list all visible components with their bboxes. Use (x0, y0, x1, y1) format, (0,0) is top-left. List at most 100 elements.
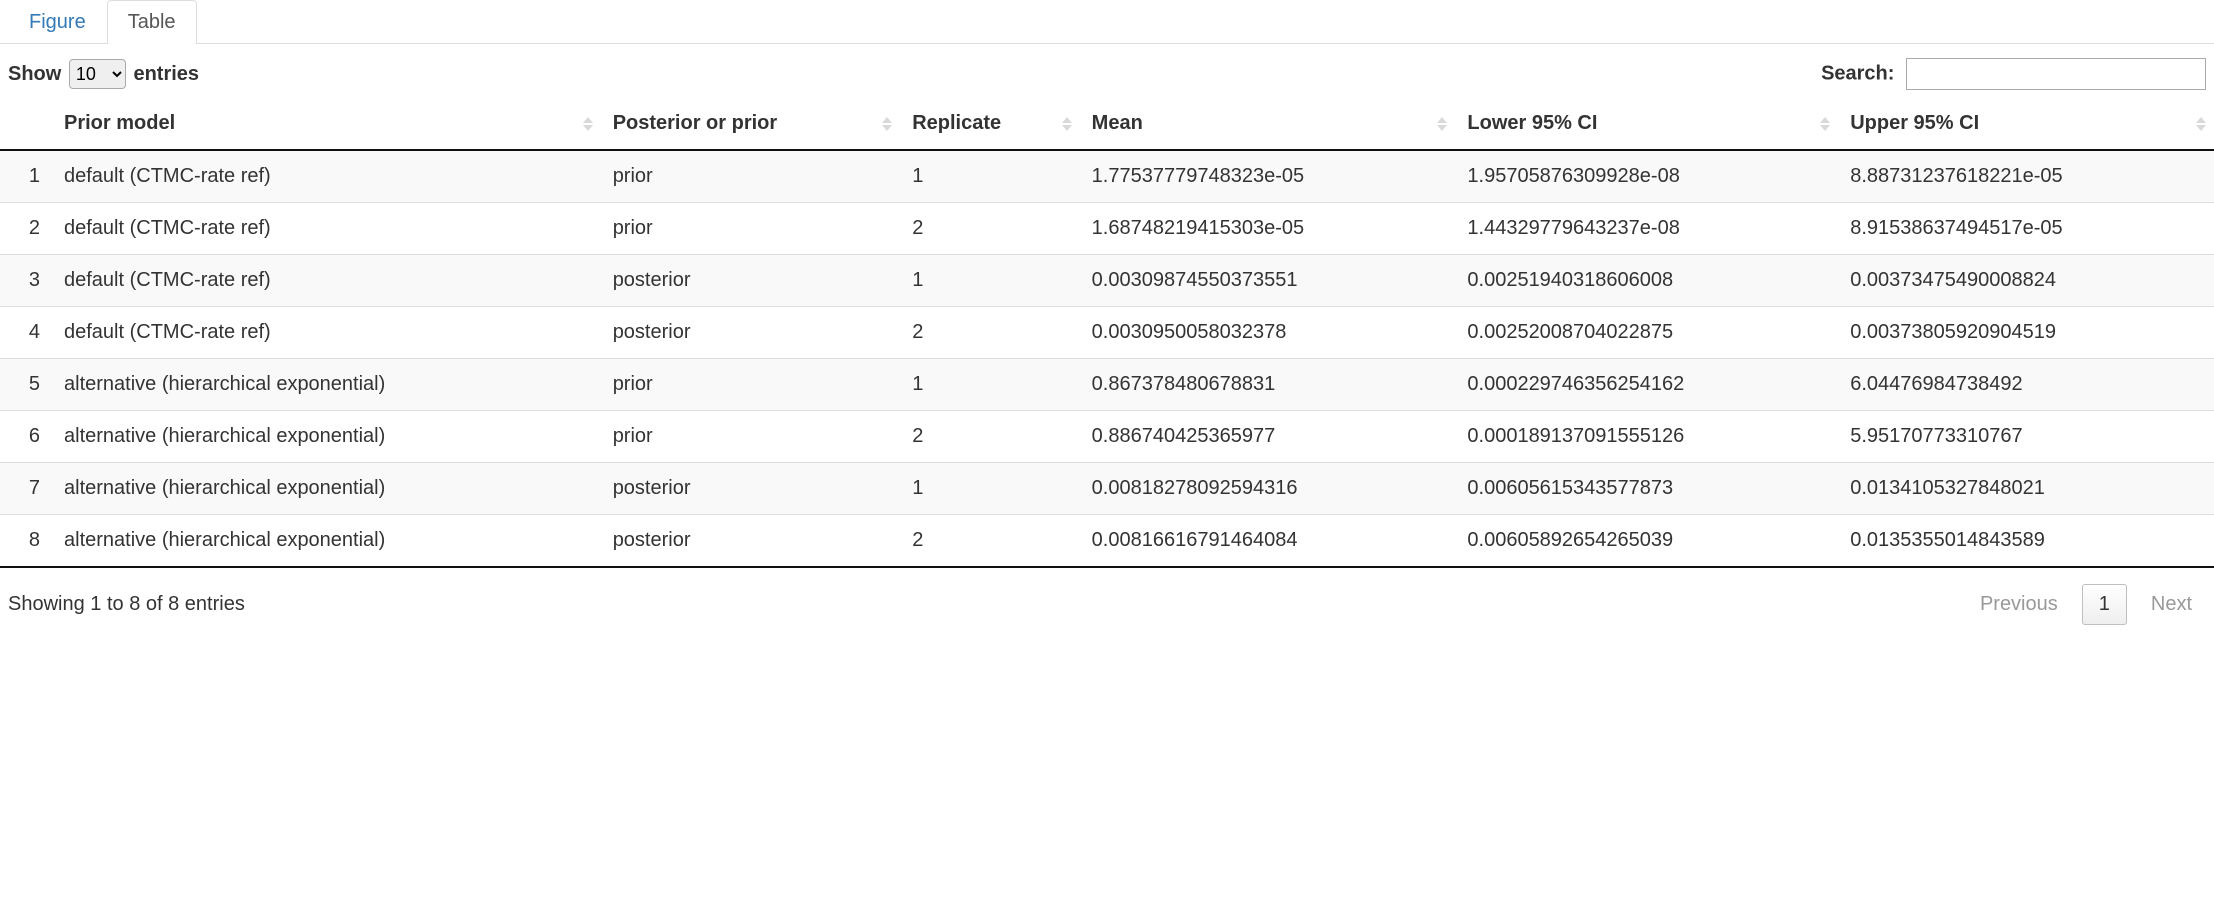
cell-prior_model: alternative (hierarchical exponential) (52, 359, 601, 411)
column-label: Replicate (912, 112, 1001, 134)
cell-posterior_or_prior: prior (601, 359, 901, 411)
cell-lower_ci: 0.00252008704022875 (1455, 307, 1838, 359)
cell-posterior_or_prior: posterior (601, 307, 901, 359)
row-index: 5 (0, 359, 52, 411)
sort-icon (583, 117, 593, 131)
length-label-suffix: entries (133, 63, 199, 85)
cell-replicate: 1 (900, 359, 1079, 411)
tab-table[interactable]: Table (107, 0, 197, 44)
column-label: Mean (1092, 112, 1143, 134)
cell-lower_ci: 1.44329779643237e-08 (1455, 203, 1838, 255)
cell-prior_model: default (CTMC-rate ref) (52, 307, 601, 359)
cell-replicate: 2 (900, 515, 1079, 568)
previous-button[interactable]: Previous (1966, 585, 2072, 624)
cell-posterior_or_prior: prior (601, 203, 901, 255)
column-posterior_or_prior[interactable]: Posterior or prior (601, 98, 901, 150)
row-index: 1 (0, 150, 52, 203)
column-prior_model[interactable]: Prior model (52, 98, 601, 150)
cell-upper_ci: 5.95170773310767 (1838, 411, 2214, 463)
pagination: Previous 1 Next (1966, 584, 2206, 625)
cell-upper_ci: 0.00373805920904519 (1838, 307, 2214, 359)
cell-lower_ci: 0.000229746356254162 (1455, 359, 1838, 411)
cell-replicate: 2 (900, 411, 1079, 463)
table-row: 3default (CTMC-rate ref)posterior10.0030… (0, 255, 2214, 307)
row-index: 4 (0, 307, 52, 359)
table-row: 6alternative (hierarchical exponential)p… (0, 411, 2214, 463)
sort-icon (1437, 117, 1447, 131)
cell-upper_ci: 0.0134105327848021 (1838, 463, 2214, 515)
row-index: 2 (0, 203, 52, 255)
cell-replicate: 1 (900, 255, 1079, 307)
search-input[interactable] (1906, 58, 2206, 90)
cell-mean: 0.00818278092594316 (1080, 463, 1456, 515)
column-replicate[interactable]: Replicate (900, 98, 1079, 150)
row-index: 7 (0, 463, 52, 515)
cell-posterior_or_prior: posterior (601, 515, 901, 568)
column-label: Prior model (64, 112, 175, 134)
results-table: Prior model Posterior or prior Replicate Me… (0, 98, 2214, 568)
cell-prior_model: alternative (hierarchical exponential) (52, 515, 601, 568)
cell-lower_ci: 0.00605615343577873 (1455, 463, 1838, 515)
cell-prior_model: alternative (hierarchical exponential) (52, 463, 601, 515)
datatable-panel: Figure Table Show 102550100 entries Sear… (0, 0, 2214, 633)
table-row: 1default (CTMC-rate ref)prior11.77537779… (0, 150, 2214, 203)
cell-upper_ci: 8.91538637494517e-05 (1838, 203, 2214, 255)
cell-prior_model: alternative (hierarchical exponential) (52, 411, 601, 463)
cell-upper_ci: 0.00373475490008824 (1838, 255, 2214, 307)
sort-icon (882, 117, 892, 131)
table-row: 8alternative (hierarchical exponential)p… (0, 515, 2214, 568)
table-footer: Showing 1 to 8 of 8 entries Previous 1 N… (0, 568, 2214, 633)
column-label: Upper 95% CI (1850, 112, 1979, 134)
cell-posterior_or_prior: posterior (601, 463, 901, 515)
table-row: 4default (CTMC-rate ref)posterior20.0030… (0, 307, 2214, 359)
cell-upper_ci: 0.0135355014843589 (1838, 515, 2214, 568)
column-index (0, 98, 52, 150)
table-row: 7alternative (hierarchical exponential)p… (0, 463, 2214, 515)
table-head: Prior model Posterior or prior Replicate Me… (0, 98, 2214, 150)
cell-lower_ci: 0.000189137091555126 (1455, 411, 1838, 463)
cell-replicate: 1 (900, 463, 1079, 515)
tab-bar: Figure Table (0, 0, 2214, 44)
column-upper_ci[interactable]: Upper 95% CI (1838, 98, 2214, 150)
cell-mean: 0.867378480678831 (1080, 359, 1456, 411)
cell-lower_ci: 0.00605892654265039 (1455, 515, 1838, 568)
length-label-prefix: Show (8, 63, 61, 85)
table-body: 1default (CTMC-rate ref)prior11.77537779… (0, 150, 2214, 567)
cell-lower_ci: 0.00251940318606008 (1455, 255, 1838, 307)
cell-upper_ci: 8.88731237618221e-05 (1838, 150, 2214, 203)
cell-posterior_or_prior: prior (601, 411, 901, 463)
row-index: 6 (0, 411, 52, 463)
page-1-button[interactable]: 1 (2082, 584, 2127, 625)
table-row: 5alternative (hierarchical exponential)p… (0, 359, 2214, 411)
row-index: 3 (0, 255, 52, 307)
search-control: Search: (1821, 58, 2206, 90)
cell-upper_ci: 6.04476984738492 (1838, 359, 2214, 411)
table-row: 2default (CTMC-rate ref)prior21.68748219… (0, 203, 2214, 255)
cell-posterior_or_prior: prior (601, 150, 901, 203)
cell-lower_ci: 1.95705876309928e-08 (1455, 150, 1838, 203)
cell-prior_model: default (CTMC-rate ref) (52, 203, 601, 255)
table-info: Showing 1 to 8 of 8 entries (8, 593, 245, 616)
column-mean[interactable]: Mean (1080, 98, 1456, 150)
cell-mean: 1.68748219415303e-05 (1080, 203, 1456, 255)
sort-icon (1820, 117, 1830, 131)
tab-figure[interactable]: Figure (8, 0, 107, 44)
cell-replicate: 1 (900, 150, 1079, 203)
length-control: Show 102550100 entries (8, 59, 199, 89)
cell-prior_model: default (CTMC-rate ref) (52, 255, 601, 307)
column-lower_ci[interactable]: Lower 95% CI (1455, 98, 1838, 150)
sort-icon (2196, 117, 2206, 131)
search-label: Search: (1821, 63, 1894, 85)
next-button[interactable]: Next (2137, 585, 2206, 624)
cell-mean: 0.886740425365977 (1080, 411, 1456, 463)
row-index: 8 (0, 515, 52, 568)
cell-mean: 1.77537779748323e-05 (1080, 150, 1456, 203)
cell-prior_model: default (CTMC-rate ref) (52, 150, 601, 203)
length-select[interactable]: 102550100 (69, 59, 126, 89)
cell-mean: 0.0030950058032378 (1080, 307, 1456, 359)
cell-mean: 0.00309874550373551 (1080, 255, 1456, 307)
column-label: Posterior or prior (613, 112, 777, 134)
column-label: Lower 95% CI (1467, 112, 1597, 134)
cell-mean: 0.00816616791464084 (1080, 515, 1456, 568)
cell-replicate: 2 (900, 307, 1079, 359)
